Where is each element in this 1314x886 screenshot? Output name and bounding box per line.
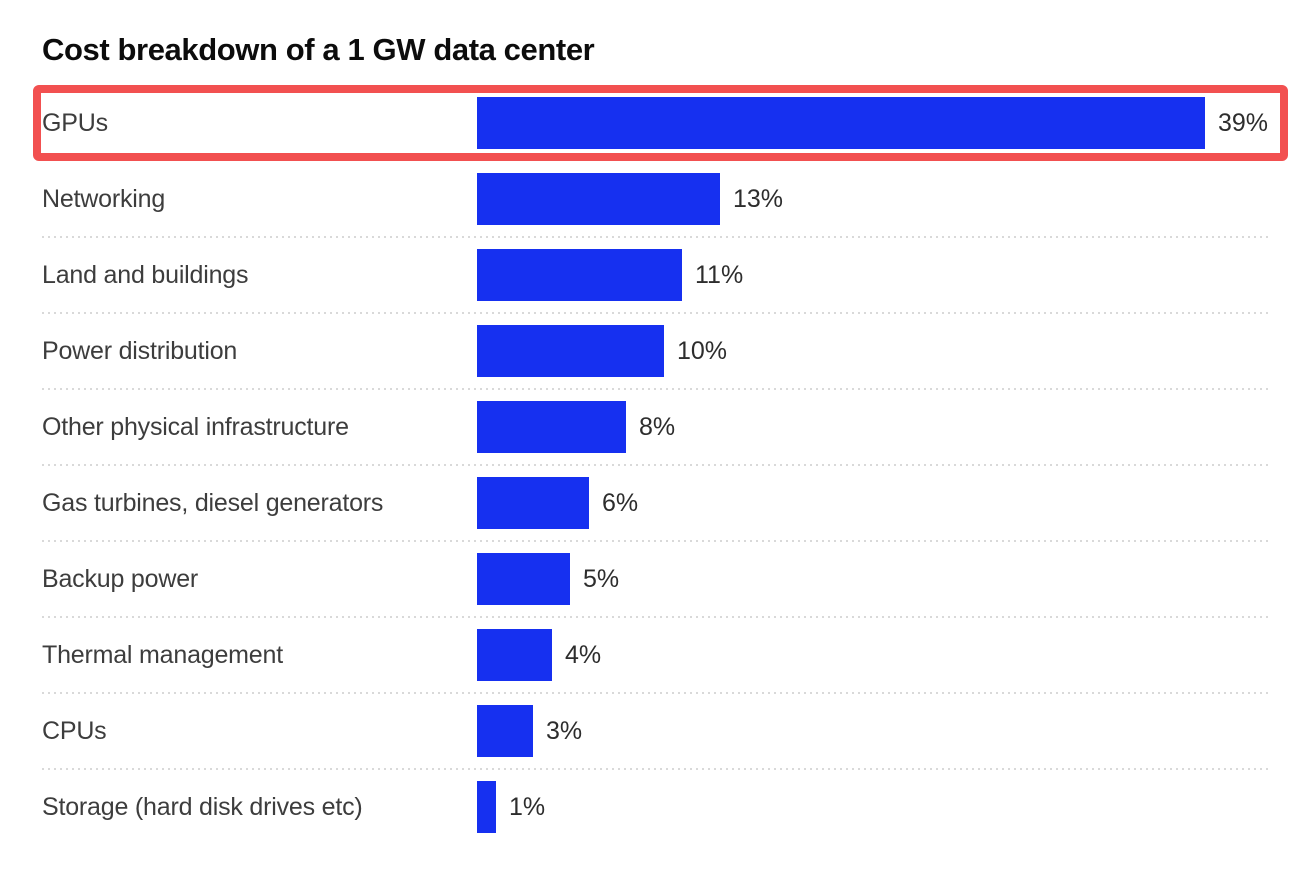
bar bbox=[477, 325, 664, 377]
category-label: Backup power bbox=[42, 564, 199, 593]
chart-row: Land and buildings 11% bbox=[42, 236, 1314, 313]
chart-row: Power distribution 10% bbox=[42, 312, 1314, 389]
category-label: CPUs bbox=[42, 716, 107, 745]
category-label: Thermal management bbox=[42, 640, 283, 669]
chart-row: Thermal management 4% bbox=[42, 616, 1314, 693]
value-label: 39% bbox=[1218, 108, 1269, 137]
chart-row: CPUs 3% bbox=[42, 692, 1314, 769]
chart-page: Cost breakdown of a 1 GW data center GPU… bbox=[0, 30, 1314, 845]
bar bbox=[477, 477, 589, 529]
value-label: 6% bbox=[602, 488, 639, 517]
bar bbox=[477, 401, 626, 453]
category-label: Storage (hard disk drives etc) bbox=[42, 792, 363, 821]
bar bbox=[477, 629, 552, 681]
value-label: 8% bbox=[639, 412, 676, 441]
value-label: 5% bbox=[583, 564, 620, 593]
category-label: Power distribution bbox=[42, 336, 238, 365]
value-label: 3% bbox=[546, 716, 583, 745]
value-label: 13% bbox=[733, 184, 784, 213]
chart-row: Gas turbines, diesel generators 6% bbox=[42, 464, 1314, 541]
category-label: Land and buildings bbox=[42, 260, 249, 289]
value-label: 10% bbox=[677, 336, 728, 365]
bar bbox=[477, 553, 570, 605]
bar bbox=[477, 249, 682, 301]
bar bbox=[477, 173, 720, 225]
bar bbox=[477, 705, 533, 757]
category-label: Networking bbox=[42, 184, 166, 213]
category-label: GPUs bbox=[42, 108, 108, 137]
category-label: Gas turbines, diesel generators bbox=[42, 488, 384, 517]
chart-row: Storage (hard disk drives etc) 1% bbox=[42, 768, 1314, 845]
chart-title: Cost breakdown of a 1 GW data center bbox=[42, 32, 595, 67]
bar bbox=[477, 97, 1205, 149]
chart-row: Backup power 5% bbox=[42, 540, 1314, 617]
chart-row: Networking 13% bbox=[42, 161, 1314, 237]
category-label: Other physical infrastructure bbox=[42, 412, 349, 441]
value-label: 4% bbox=[565, 640, 602, 669]
chart-row: GPUs 39% bbox=[42, 85, 1314, 161]
value-label: 1% bbox=[509, 792, 546, 821]
chart-row: Other physical infrastructure 8% bbox=[42, 388, 1314, 465]
bar-chart: GPUs 39% Networking 13% Land and buildin… bbox=[0, 85, 1314, 845]
value-label: 11% bbox=[695, 260, 744, 289]
bar bbox=[477, 781, 496, 833]
